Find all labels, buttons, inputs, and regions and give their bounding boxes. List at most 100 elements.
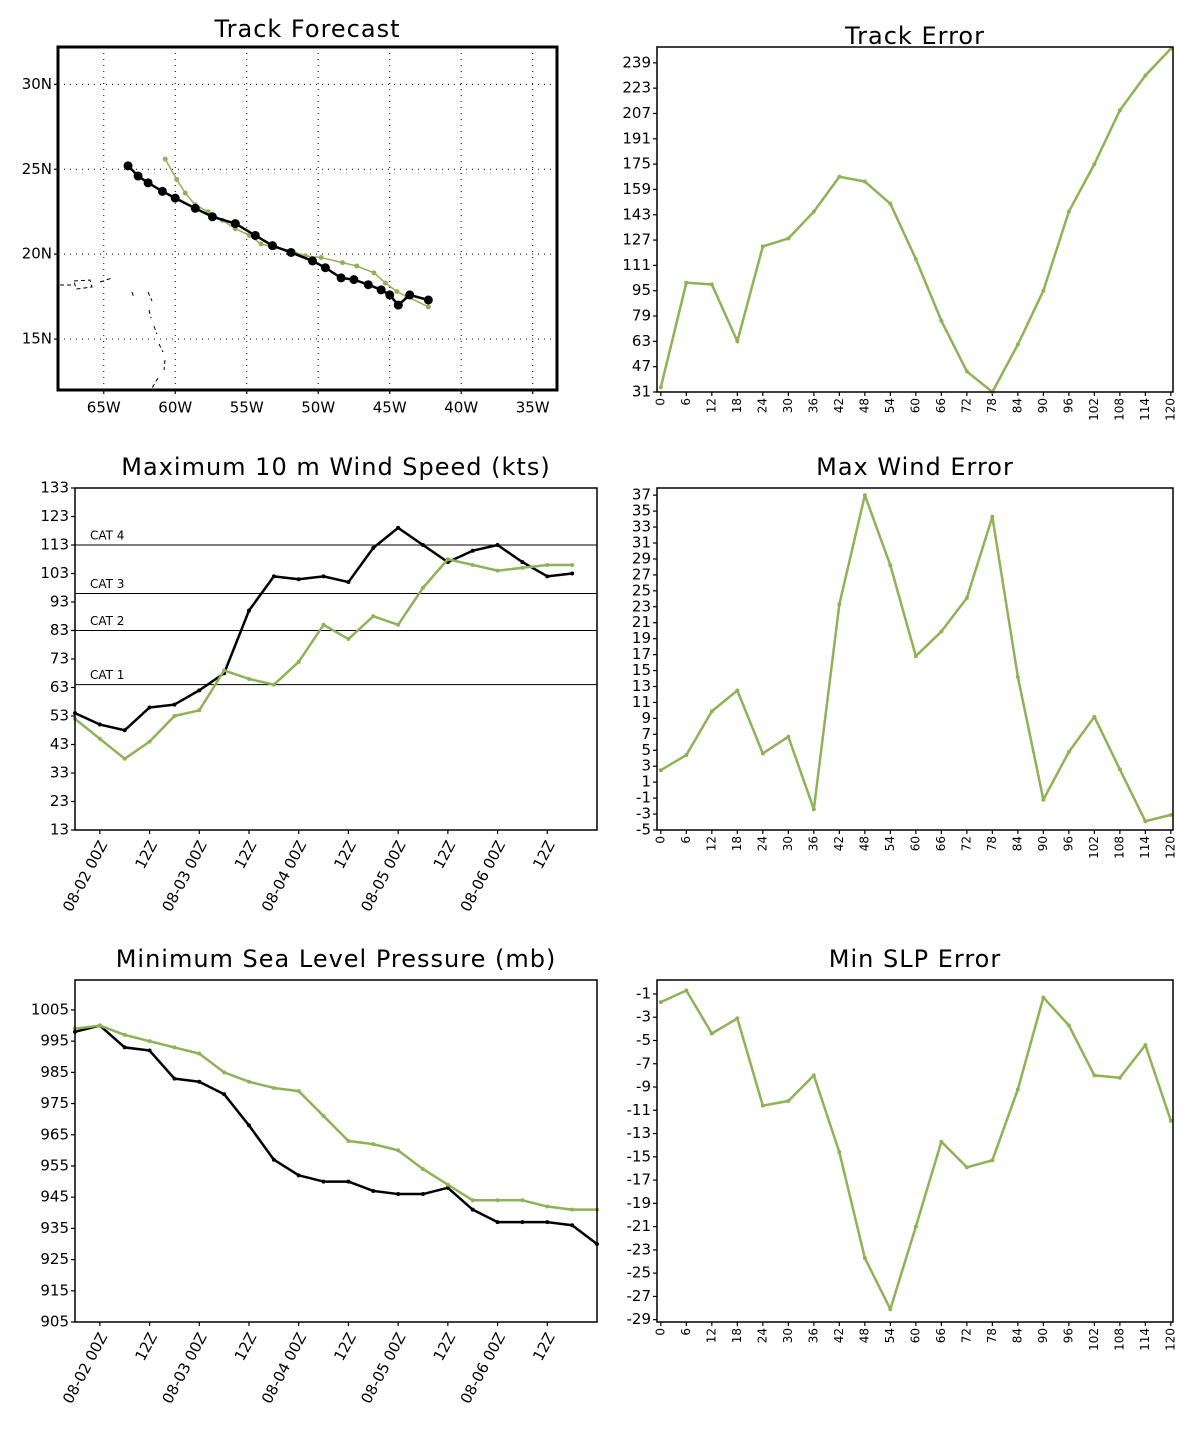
y-tick-label: 133 [40,479,69,497]
data-point [174,176,180,182]
data-point [346,1139,351,1144]
x-tick-label: 120 [1163,836,1177,859]
y-tick-label: 33 [632,518,651,536]
x-tick-label: 55W [230,399,264,417]
y-tick-label: 935 [40,1219,69,1237]
x-tick-label: 24 [755,1328,769,1343]
data-point [445,1185,450,1190]
x-tick-label: 35W [516,399,550,417]
data-point [97,1023,102,1028]
y-tick-label: 239 [622,53,651,71]
y-tick-label: 111 [622,256,651,274]
x-tick-label: 36 [806,398,820,413]
x-tick-label: 0 [653,836,667,844]
series-line [74,526,573,732]
y-tick-label: 905 [40,1313,69,1331]
data-point [545,562,550,567]
y-tick-label: 20N [22,245,52,263]
data-point [470,562,475,567]
data-point [545,1204,550,1209]
y-tick-label: -3 [636,805,651,823]
data-point [495,543,500,547]
data-point [684,753,689,758]
x-tick-label: 78 [985,836,999,851]
x-tick-label: 54 [883,1328,897,1343]
data-point [296,577,301,582]
data-point [247,608,251,613]
y-tick-label: -3 [636,1008,651,1026]
data-point [247,1079,251,1084]
data-point [147,1048,152,1053]
data-point [421,543,425,547]
x-tick-label: 65W [87,399,121,417]
x-tick-label: 0 [653,398,667,406]
y-tick-label: -29 [627,1310,652,1328]
x-tick-label: 102 [1087,398,1101,421]
y-tick-label: 925 [40,1250,69,1268]
data-point [296,1089,301,1094]
data-point [684,280,689,285]
y-tick-label: 123 [40,507,69,525]
data-point [570,571,575,576]
data-point [157,186,167,196]
x-tick-label: 78 [985,1328,999,1343]
x-tick-label: 102 [1087,836,1101,859]
y-tick-label: -23 [627,1240,652,1258]
y-tick-label: 995 [40,1032,69,1050]
y-tick-label: 955 [40,1156,69,1174]
x-tick-label: 12 [704,398,718,413]
plot-frame [74,979,598,1323]
data-point [964,596,969,601]
data-point [346,580,351,585]
data-point [267,241,277,251]
data-point [1015,1087,1020,1092]
data-point [709,282,714,287]
data-point [423,295,433,305]
data-point [321,1179,326,1184]
x-tick-label: 84 [1010,398,1024,413]
data-point [349,275,359,285]
data-point [1015,342,1020,347]
y-tick-label: -7 [636,1054,651,1072]
x-tick-label: 36 [806,1328,820,1343]
y-tick-label: 965 [40,1125,69,1143]
data-point [913,257,918,262]
y-tick-label: 915 [40,1281,69,1299]
data-point [862,493,867,498]
data-point [1041,995,1046,1000]
data-point [371,545,376,550]
data-point [1143,819,1148,824]
x-tick-label: 114 [1138,398,1152,421]
data-point [470,1207,475,1212]
data-point [371,1188,376,1193]
data-point [939,1139,944,1144]
x-tick-label: 84 [1010,836,1024,851]
y-tick-label: 5 [641,741,651,759]
data-point [658,1000,663,1005]
x-tick-label: 108 [1112,398,1126,421]
x-tick-label: 66 [934,398,948,413]
x-tick-label: 84 [1010,1328,1024,1343]
data-point [425,304,431,310]
x-tick-label: 12Z [529,838,559,872]
data-point [520,565,525,570]
x-tick-label: 90 [1036,398,1050,413]
data-point [760,751,765,756]
x-tick-label: 30 [781,1328,795,1343]
y-tick-label: 11 [632,693,651,711]
x-tick-label: 60 [908,398,922,413]
data-point [939,629,944,634]
x-tick-label: 114 [1138,836,1152,859]
y-tick-label: 29 [632,549,651,567]
data-point [495,1220,500,1225]
y-tick-label: 95 [632,281,651,299]
x-tick-label: 102 [1087,1328,1101,1351]
data-point [1041,797,1046,802]
data-point [336,273,346,283]
x-tick-label: 96 [1061,1328,1075,1343]
data-point [837,1150,842,1155]
x-tick-label: 12 [704,1328,718,1343]
x-tick-label: 96 [1061,836,1075,851]
